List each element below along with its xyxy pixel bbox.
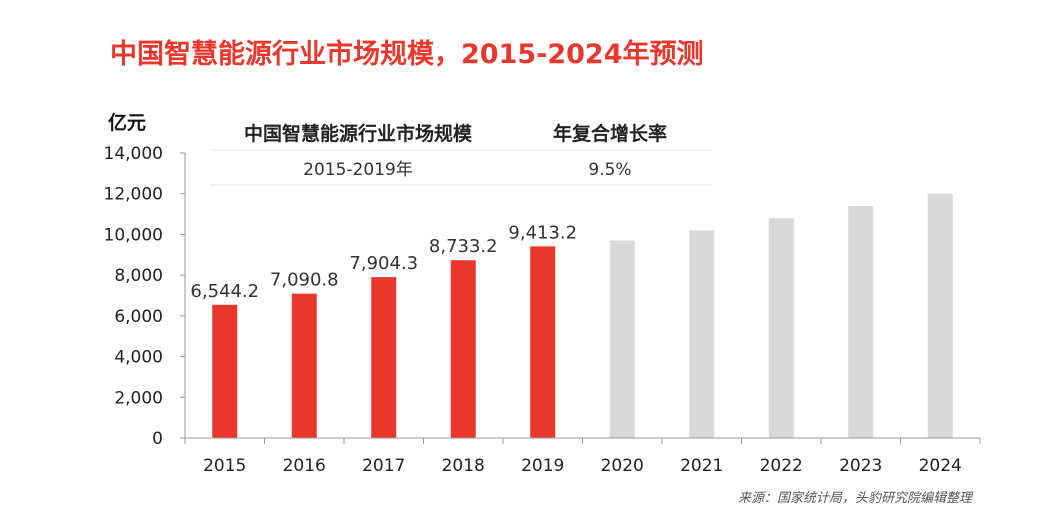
bar (927, 193, 953, 438)
data-label: 7,904.3 (349, 253, 418, 274)
y-tick-label: 6,000 (114, 307, 163, 327)
x-tick-label: 2023 (839, 456, 882, 476)
table-cell-period: 2015-2019年 (303, 160, 413, 180)
x-tick-label: 2020 (601, 456, 644, 476)
bar (212, 304, 238, 438)
x-tick-label: 2017 (362, 456, 405, 476)
source-note: 来源：国家统计局，头豹研究院编辑整理 (737, 491, 972, 506)
data-label: 9,413.2 (508, 222, 577, 243)
y-axis: 0 2,000 4,000 6,000 8,000 10,000 12,000 14,000 (104, 144, 186, 449)
y-tick-label: 14,000 (104, 144, 163, 164)
x-tick-label: 2015 (203, 456, 246, 476)
y-tick-label: 0 (152, 429, 163, 449)
bar (768, 218, 794, 438)
x-tick-label: 2024 (919, 456, 962, 476)
table-cell-cagr-value: 9.5% (588, 160, 631, 180)
bar (689, 230, 715, 438)
x-tick-label: 2018 (442, 456, 485, 476)
bar (609, 240, 635, 438)
bars: 6,544.2 7,090.8 7,904.3 8,733.2 9,413.2 (190, 193, 953, 438)
data-label: 6,544.2 (190, 281, 259, 302)
x-tick-label: 2016 (283, 456, 326, 476)
y-tick-label: 10,000 (104, 225, 163, 245)
data-label: 8,733.2 (429, 236, 498, 257)
x-tick-label: 2021 (680, 456, 723, 476)
y-tick-label: 8,000 (114, 266, 163, 286)
x-tick-label: 2022 (760, 456, 803, 476)
table-header-cagr: 年复合增长率 (553, 122, 667, 145)
table-header-market-size: 中国智慧能源行业市场规模 (244, 122, 473, 145)
y-tick-label: 4,000 (114, 348, 163, 368)
data-label: 7,090.8 (270, 270, 339, 291)
bar (371, 277, 397, 438)
bar (530, 246, 556, 438)
y-axis-unit-label: 亿元 (108, 111, 146, 134)
x-axis: 2015 2016 2017 2018 2019 2020 2021 2022 2023 2024 (184, 437, 981, 476)
bar (450, 260, 476, 438)
y-tick-label: 2,000 (114, 388, 163, 408)
bar (848, 205, 874, 438)
x-tick-label: 2019 (521, 456, 564, 476)
y-tick-label: 12,000 (104, 185, 163, 205)
chart-title: 中国智慧能源行业市场规模，2015-2024年预测 (110, 39, 704, 70)
growth-table: 中国智慧能源行业市场规模 年复合增长率 2015-2019年 9.5% (210, 122, 712, 186)
bar (291, 293, 317, 438)
